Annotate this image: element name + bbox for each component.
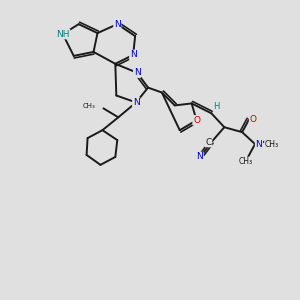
Text: N: N (196, 152, 203, 161)
Text: CH₃: CH₃ (83, 103, 95, 109)
Text: N: N (130, 50, 136, 59)
Text: H: H (213, 102, 220, 111)
Text: N: N (256, 140, 262, 148)
Text: NH: NH (56, 30, 70, 39)
Text: N: N (114, 20, 121, 29)
Text: O: O (250, 115, 256, 124)
Text: C: C (205, 138, 212, 147)
Text: CH₃: CH₃ (239, 158, 253, 166)
Text: CH₃: CH₃ (265, 140, 279, 148)
Text: N: N (134, 68, 140, 77)
Text: N: N (133, 98, 140, 107)
Text: O: O (193, 116, 200, 125)
